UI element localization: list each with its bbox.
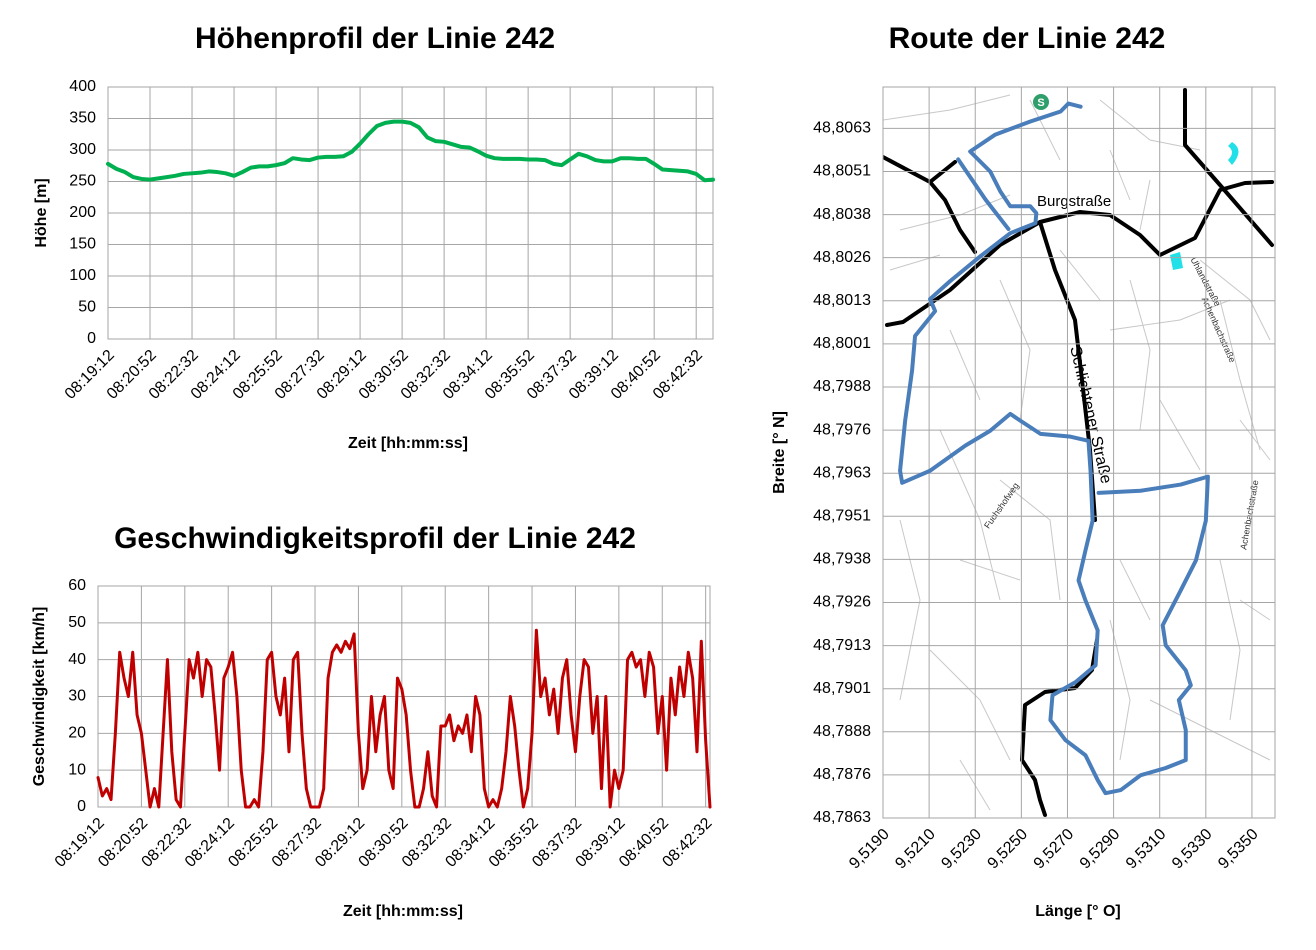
y-tick-label: 48,7963: [813, 464, 871, 481]
chart-title: Höhenprofil der Linie 242: [195, 22, 555, 55]
x-axis-label: Zeit [hh:mm:ss]: [343, 903, 463, 920]
y-tick-label: 150: [69, 236, 96, 253]
y-axis-label: Geschwindigkeit [km/h]: [31, 607, 48, 787]
station-label: S: [1037, 97, 1044, 109]
y-tick-label: 50: [78, 299, 96, 316]
y-tick-label: 10: [68, 761, 86, 778]
x-tick-label: 9,5310: [1123, 826, 1170, 873]
y-tick-label: 20: [68, 725, 86, 742]
street-label: Burgstraße: [1037, 193, 1111, 210]
y-axis-label: Breite [° N]: [771, 411, 788, 494]
x-tick-label: 9,5230: [938, 826, 985, 873]
y-tick-label: 0: [77, 798, 86, 815]
x-tick-label: 9,5190: [846, 826, 893, 873]
x-tick-label: 9,5290: [1077, 826, 1124, 873]
x-tick-label: 9,5350: [1215, 826, 1262, 873]
x-axis-label: Zeit [hh:mm:ss]: [348, 435, 468, 452]
data-line: [96, 628, 712, 809]
station-icon: [1033, 94, 1049, 110]
data-line: [106, 119, 715, 183]
y-tick-label: 48,7938: [813, 551, 871, 568]
chart-title: Geschwindigkeitsprofil der Linie 242: [114, 522, 636, 555]
y-tick-label: 48,7976: [813, 421, 871, 438]
y-tick-label: 250: [69, 173, 96, 190]
chart-title: Route der Linie 242: [889, 22, 1166, 55]
y-axis-label: Höhe [m]: [33, 178, 50, 247]
y-tick-label: 48,7863: [813, 809, 871, 826]
y-tick-label: 100: [69, 267, 96, 284]
y-tick-label: 48,8063: [813, 120, 871, 137]
x-axis-label: Länge [° O]: [1035, 903, 1121, 920]
y-tick-label: 48,7951: [813, 508, 871, 525]
street-label: Achenbachstraße: [1238, 479, 1260, 550]
y-tick-label: 48,7926: [813, 594, 871, 611]
y-tick-label: 48,8051: [813, 163, 871, 180]
y-tick-label: 48,7988: [813, 378, 871, 395]
y-tick-label: 200: [69, 204, 96, 221]
y-tick-label: 48,7913: [813, 637, 871, 654]
map-background: S Burgstraße Schlichtener Straße Fuchsho…: [883, 88, 1274, 817]
y-tick-label: 48,8026: [813, 249, 871, 266]
y-tick-label: 400: [69, 78, 96, 95]
y-tick-label: 48,8013: [813, 292, 871, 309]
y-tick-label: 60: [68, 577, 86, 594]
y-tick-label: 300: [69, 141, 96, 158]
y-tick-label: 50: [68, 614, 86, 631]
y-tick-label: 48,8001: [813, 335, 871, 352]
x-tick-label: 9,5270: [1031, 826, 1078, 873]
y-tick-label: 350: [69, 110, 96, 127]
x-tick-label: 9,5210: [892, 826, 939, 873]
y-tick-label: 48,8038: [813, 206, 871, 223]
data-line: [898, 101, 1210, 796]
y-tick-label: 48,7888: [813, 723, 871, 740]
water: [1170, 142, 1239, 270]
y-tick-label: 48,7876: [813, 766, 871, 783]
y-tick-label: 40: [68, 651, 86, 668]
street-label: Fuchshofweg: [982, 481, 1021, 531]
x-tick-label: 9,5330: [1169, 826, 1216, 873]
y-tick-label: 0: [87, 330, 96, 347]
x-tick-label: 9,5250: [985, 826, 1032, 873]
y-tick-label: 30: [68, 688, 86, 705]
y-tick-label: 48,7901: [813, 680, 871, 697]
